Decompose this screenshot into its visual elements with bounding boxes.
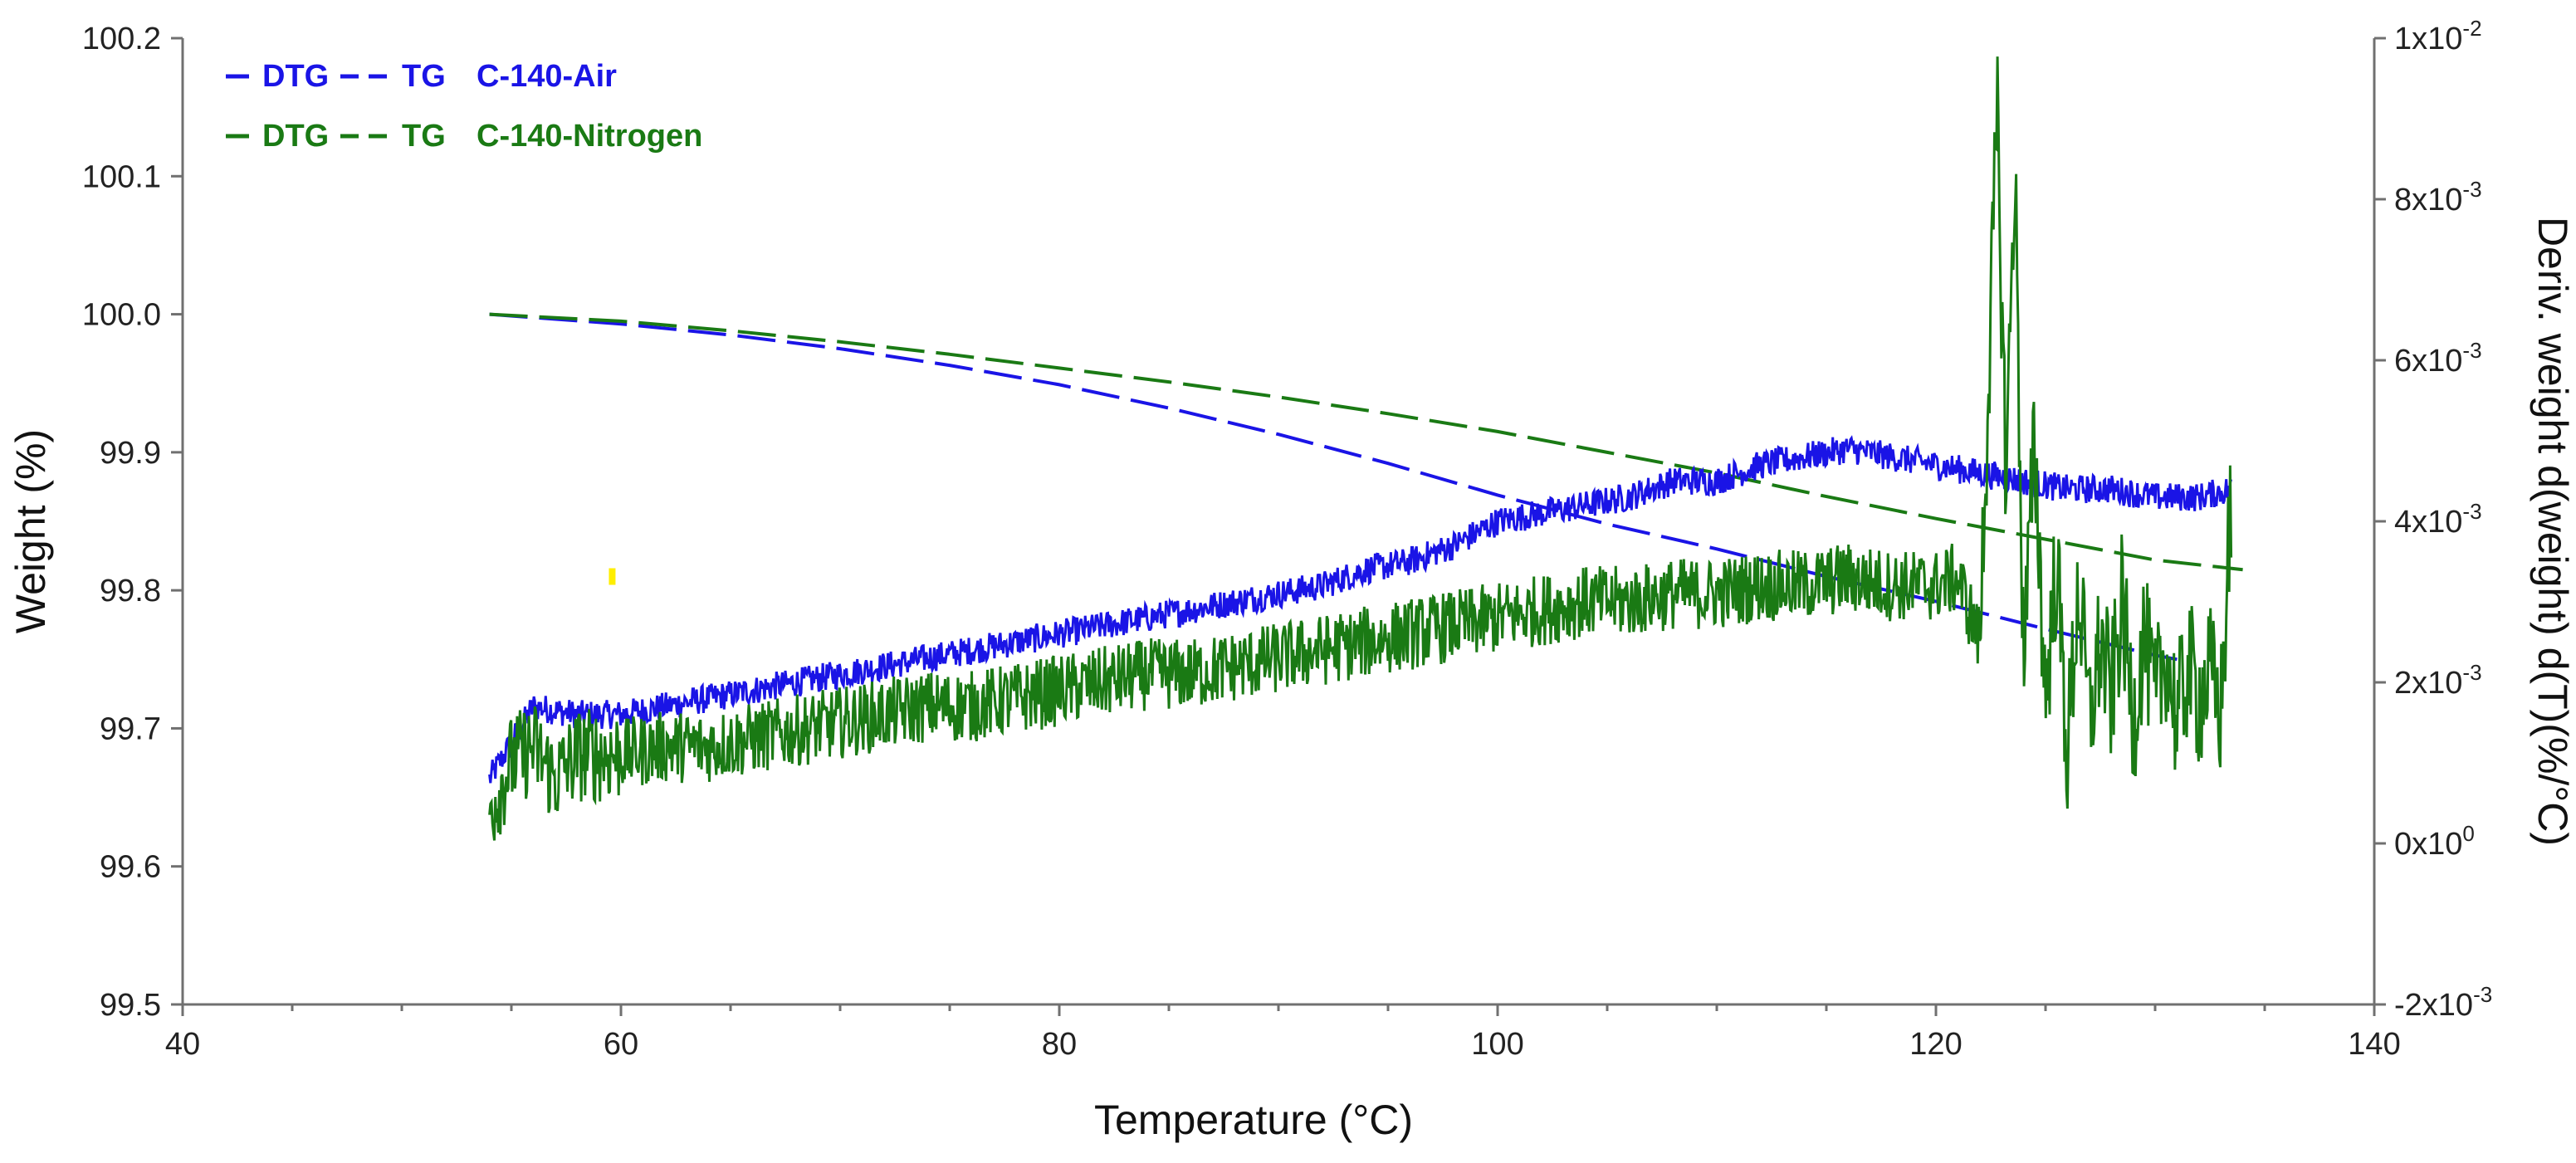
x-ticks: 40 60 80 100 120 140 (165, 1004, 2401, 1062)
dtg-curve-dtg-c-140-nitrogen (488, 56, 2233, 841)
y-left-tick-label: 99.7 (100, 711, 161, 746)
legend-series-name: C-140-Nitrogen (477, 119, 702, 154)
y-left-tick-label: 99.5 (100, 988, 161, 1023)
y-right-tick-label: 1x10-2 (2394, 16, 2482, 56)
x-tick-label: 120 (1909, 1027, 1962, 1062)
y-right-tick-label: 6x10-3 (2394, 338, 2482, 379)
x-tick-label: 140 (2348, 1027, 2400, 1062)
legend-tg-label: TG (402, 59, 446, 94)
y-right-tick-label: 0x100 (2394, 821, 2475, 862)
y-right-tick-label: 8x10-3 (2394, 177, 2482, 217)
x-tick-label: 100 (1471, 1027, 1523, 1062)
x-tick-label: 40 (165, 1027, 200, 1062)
y-right-tick-label: -2x10-3 (2394, 982, 2492, 1023)
y-right-ticks: 1x10-2 8x10-3 6x10-3 4x10-3 2x10-3 0x100 -2x10… (2374, 16, 2492, 1023)
y-left-ticks: 100.2 100.1 100.0 99.9 99.8 99.7 99.6 99.5 (82, 22, 183, 1023)
y-left-tick-label: 99.8 (100, 574, 161, 608)
legend-dtg-label: DTG (262, 119, 329, 154)
series-layer (488, 56, 2243, 841)
dtg-curve-dtg-c-140-air (488, 435, 2233, 784)
annotation-layer (609, 568, 616, 585)
y-left-tick-label: 99.6 (100, 850, 161, 885)
x-tick-label: 80 (1042, 1027, 1077, 1062)
x-axis-label: Temperature (°C) (1094, 1097, 1413, 1143)
tg-curve-tg-c-140-air (489, 312, 2178, 662)
legend-entry: DTG TG C-140-Air (226, 59, 617, 94)
legend-tg-label: TG (402, 119, 446, 154)
y-axis-left-label: Weight (%) (7, 429, 54, 633)
legend: DTG TG C-140-Air DTG TG C-140-Nitrogen (226, 59, 702, 154)
yellow-mark (609, 568, 616, 585)
legend-dtg-label: DTG (262, 59, 329, 94)
x-tick-label: 60 (604, 1027, 638, 1062)
y-left-tick-label: 99.9 (100, 436, 161, 471)
tg-curve-tg-c-140-nitrogen (489, 312, 2243, 572)
y-right-tick-label: 2x10-3 (2394, 660, 2482, 701)
y-left-tick-label: 100.1 (82, 159, 161, 194)
y-axis-right-label: Deriv. weight d(weight) d(T)(%/°C) (2530, 217, 2576, 846)
plot-area (181, 38, 2376, 1006)
legend-entry: DTG TG C-140-Nitrogen (226, 119, 702, 154)
y-right-tick-label: 4x10-3 (2394, 499, 2482, 540)
y-left-tick-label: 100.0 (82, 298, 161, 333)
y-left-tick-label: 100.2 (82, 22, 161, 56)
legend-series-name: C-140-Air (477, 59, 617, 94)
